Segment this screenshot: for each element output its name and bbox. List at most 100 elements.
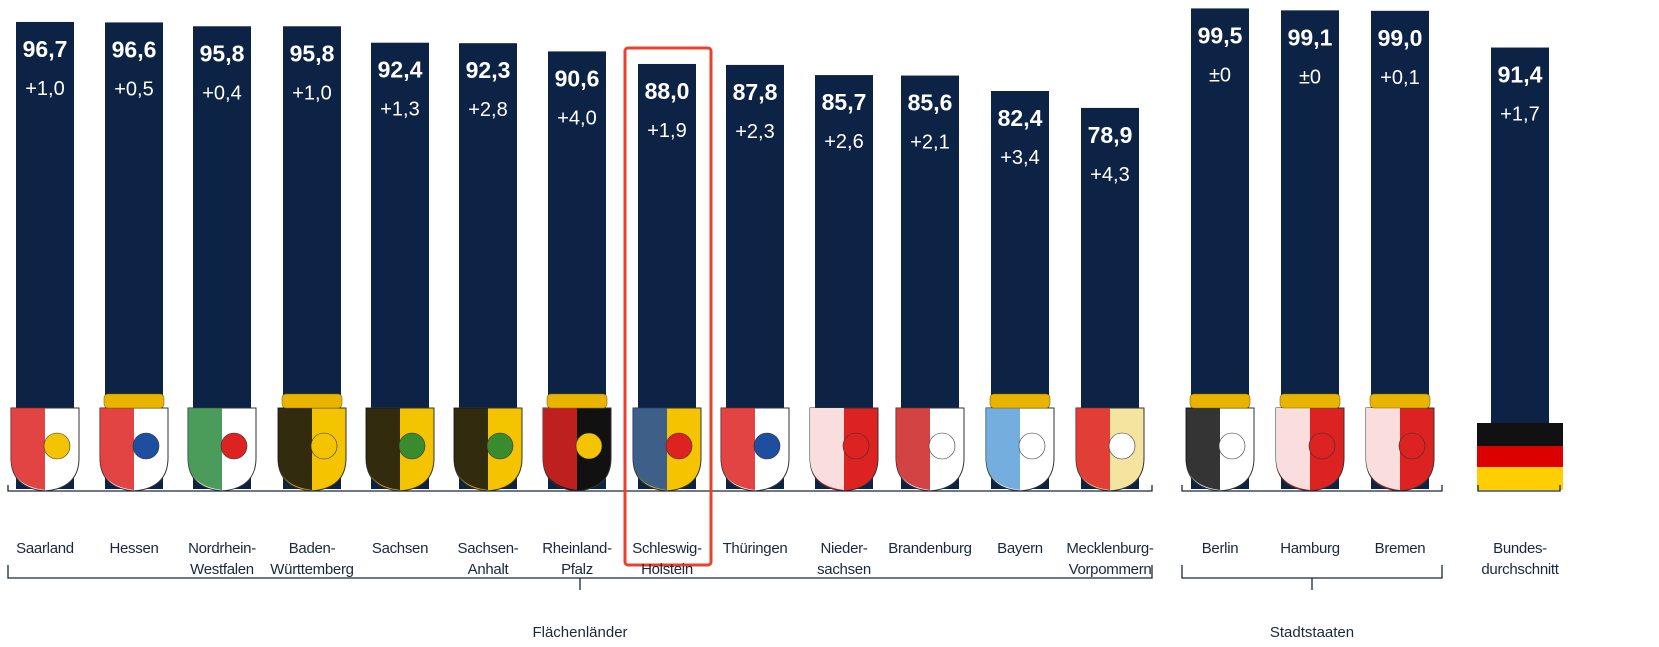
coat-of-arms-detail xyxy=(896,408,930,490)
coat-of-arms-figure xyxy=(1018,432,1046,460)
category-label: Baden- Württemberg xyxy=(270,540,354,578)
coat-of-arms-figure xyxy=(842,432,870,460)
value-label: 85,7 xyxy=(822,89,867,115)
change-label: +2,8 xyxy=(468,99,507,121)
value-label: 78,9 xyxy=(1088,122,1133,148)
coat-of-arms-detail xyxy=(100,408,134,490)
change-label: +4,3 xyxy=(1090,164,1129,186)
crown xyxy=(103,393,165,409)
value-label: 87,8 xyxy=(733,79,778,105)
change-label: +0,4 xyxy=(202,82,241,104)
category-label: Nordrhein- Westfalen xyxy=(188,540,256,578)
coat-of-arms-detail xyxy=(188,408,222,490)
coat-of-arms-detail xyxy=(278,408,312,490)
coat-of-arms-figure xyxy=(486,432,514,460)
crown xyxy=(1279,393,1341,409)
flag-stripe xyxy=(1477,467,1563,490)
coat-of-arms-detail xyxy=(1276,408,1310,490)
change-label: +1,3 xyxy=(380,99,419,121)
coat-of-arms-figure xyxy=(928,432,956,460)
coat-of-arms-figure xyxy=(132,432,160,460)
coat-of-arms-figure xyxy=(1398,432,1426,460)
crown xyxy=(281,393,343,409)
crown xyxy=(989,393,1051,409)
value-label: 99,1 xyxy=(1288,24,1333,50)
change-label: ±0 xyxy=(1209,64,1231,86)
change-label: +1,0 xyxy=(292,82,331,104)
change-label: +2,1 xyxy=(910,132,949,154)
value-label: 90,6 xyxy=(555,65,600,91)
baseline-bracket xyxy=(1181,485,1443,492)
coat-of-arms-figure xyxy=(575,432,603,460)
category-label: Saarland xyxy=(16,540,74,557)
coat-of-arms-figure xyxy=(1108,432,1136,460)
category-label: Sachsen xyxy=(371,540,429,557)
change-label: +1,9 xyxy=(647,120,686,142)
category-label: Sachsen- Anhalt xyxy=(457,540,519,578)
coat-of-arms-detail xyxy=(721,408,755,490)
coat-of-arms-figure xyxy=(43,432,71,460)
coat-of-arms-figure xyxy=(753,432,781,460)
coat-of-arms-figure xyxy=(1308,432,1336,460)
coat-of-arms-detail xyxy=(366,408,400,490)
coat-of-arms-figure xyxy=(665,432,693,460)
value-label: 82,4 xyxy=(998,105,1043,131)
crown xyxy=(1369,393,1431,409)
category-label: Bayern xyxy=(997,540,1043,557)
value-label: 96,6 xyxy=(112,36,157,62)
crown xyxy=(1189,393,1251,409)
change-label: +0,5 xyxy=(114,78,153,100)
category-label: Schleswig- Holstein xyxy=(632,540,702,578)
category-label: Hessen xyxy=(109,540,159,557)
baseline-bracket xyxy=(7,485,1153,492)
category-label: Rheinland- Pfalz xyxy=(542,540,612,578)
category-label: Bundes- durchschnitt xyxy=(1481,540,1559,578)
crown xyxy=(546,393,608,409)
group-bracket xyxy=(1181,565,1443,590)
coat-of-arms-figure xyxy=(220,432,248,460)
change-label: ±0 xyxy=(1299,66,1321,88)
value-label: 99,0 xyxy=(1378,25,1423,51)
coat-of-arms-detail xyxy=(986,408,1020,490)
category-label: Brandenburg xyxy=(888,540,972,557)
coat-of-arms-detail xyxy=(1186,408,1220,490)
change-label: +3,4 xyxy=(1000,147,1039,169)
coat-of-arms-detail xyxy=(810,408,844,490)
value-label: 95,8 xyxy=(200,40,245,66)
category-label: Berlin xyxy=(1201,540,1239,557)
group-bracket xyxy=(7,565,1153,590)
category-label: Mecklenburg- Vorpommern xyxy=(1066,540,1154,578)
bar xyxy=(1491,47,1549,490)
coat-of-arms-detail xyxy=(1076,408,1110,490)
coat-of-arms-figure xyxy=(1218,432,1246,460)
value-label: 91,4 xyxy=(1498,62,1543,88)
value-label: 99,5 xyxy=(1198,22,1243,48)
category-label: Nieder- sachsen xyxy=(817,540,871,578)
category-label: Thüringen xyxy=(722,540,788,557)
change-label: +2,6 xyxy=(824,131,863,153)
change-label: +1,0 xyxy=(25,78,64,100)
group-label: Flächenländer xyxy=(532,624,628,641)
coat-of-arms-detail xyxy=(1366,408,1400,490)
group-label: Stadtstaaten xyxy=(1269,624,1355,641)
coat-of-arms-detail xyxy=(454,408,488,490)
change-label: +1,7 xyxy=(1500,104,1539,126)
coat-of-arms-detail xyxy=(633,408,667,490)
flag-stripe xyxy=(1477,423,1563,446)
coat-of-arms-figure xyxy=(398,432,426,460)
value-label: 95,8 xyxy=(290,40,335,66)
change-label: +2,3 xyxy=(735,121,774,143)
value-label: 85,6 xyxy=(908,90,953,116)
coat-of-arms-figure xyxy=(310,432,338,460)
change-label: +4,0 xyxy=(557,107,596,129)
baseline-bracket xyxy=(1477,485,1561,492)
category-label: Bremen xyxy=(1374,540,1426,557)
highlight-box xyxy=(623,46,713,567)
category-label: Hamburg xyxy=(1280,540,1340,557)
value-label: 92,4 xyxy=(378,57,423,83)
flag-stripe xyxy=(1477,446,1563,469)
coat-of-arms-detail xyxy=(543,408,577,490)
value-label: 96,7 xyxy=(23,36,68,62)
